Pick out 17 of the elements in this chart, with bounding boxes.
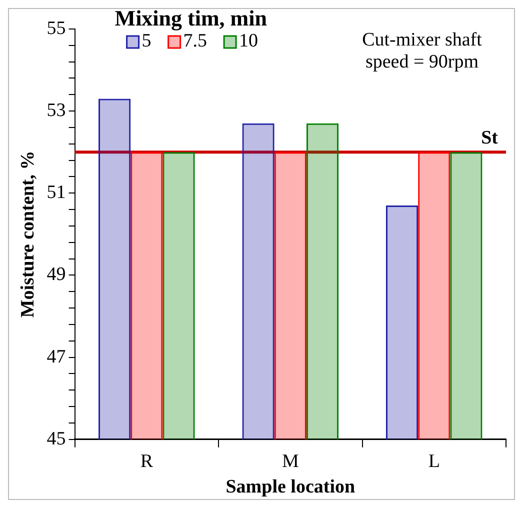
x-tick-label: M [282,450,299,472]
x-axis-title: Sample location [226,476,356,498]
legend-label: 7.5 [183,30,208,52]
ref-line-label: St [481,128,499,149]
legend-label: 5 [142,30,152,52]
y-tick-label: 51 [46,182,66,204]
y-axis-title: Moisture content, % [17,150,38,318]
x-tick-label: R [140,450,154,472]
y-tick-label: 53 [46,100,66,122]
x-tick-label: L [428,450,440,472]
y-tick-label: 55 [46,18,66,39]
annotation: Cut-mixer shaft speed = 90rpm [362,29,483,72]
y-tick-label: 47 [46,346,66,368]
y-tick-label: 49 [46,264,66,286]
y-tick-label: 45 [46,428,66,450]
legend-label: 10 [239,30,258,52]
legend-title: Mixing tim, min [114,6,267,31]
